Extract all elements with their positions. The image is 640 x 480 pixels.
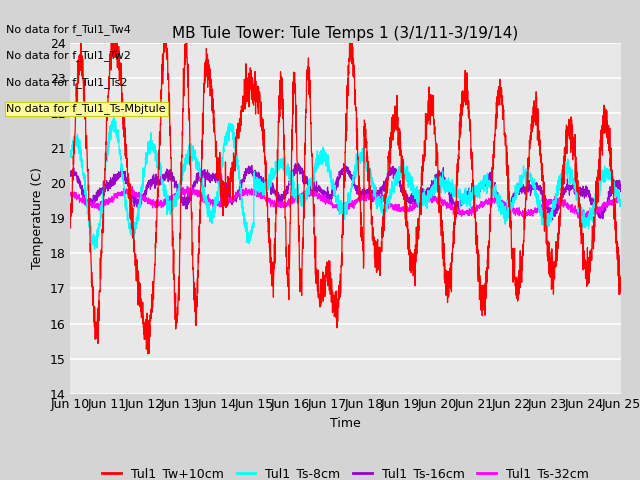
X-axis label: Time: Time [330, 417, 361, 430]
Text: No data for f_Tul1_Ts2: No data for f_Tul1_Ts2 [6, 77, 128, 88]
Y-axis label: Temperature (C): Temperature (C) [31, 168, 44, 269]
Title: MB Tule Tower: Tule Temps 1 (3/1/11-3/19/14): MB Tule Tower: Tule Temps 1 (3/1/11-3/19… [172, 25, 519, 41]
Text: No data for f_Tul1_Tw4: No data for f_Tul1_Tw4 [6, 24, 131, 35]
Legend: Tul1_Tw+10cm, Tul1_Ts-8cm, Tul1_Ts-16cm, Tul1_Ts-32cm: Tul1_Tw+10cm, Tul1_Ts-8cm, Tul1_Ts-16cm,… [97, 462, 594, 480]
Text: No data for f_Tul1_Ts-Mbjtule: No data for f_Tul1_Ts-Mbjtule [6, 103, 166, 114]
Text: No data for f_Tul1_Tw2: No data for f_Tul1_Tw2 [6, 50, 131, 61]
